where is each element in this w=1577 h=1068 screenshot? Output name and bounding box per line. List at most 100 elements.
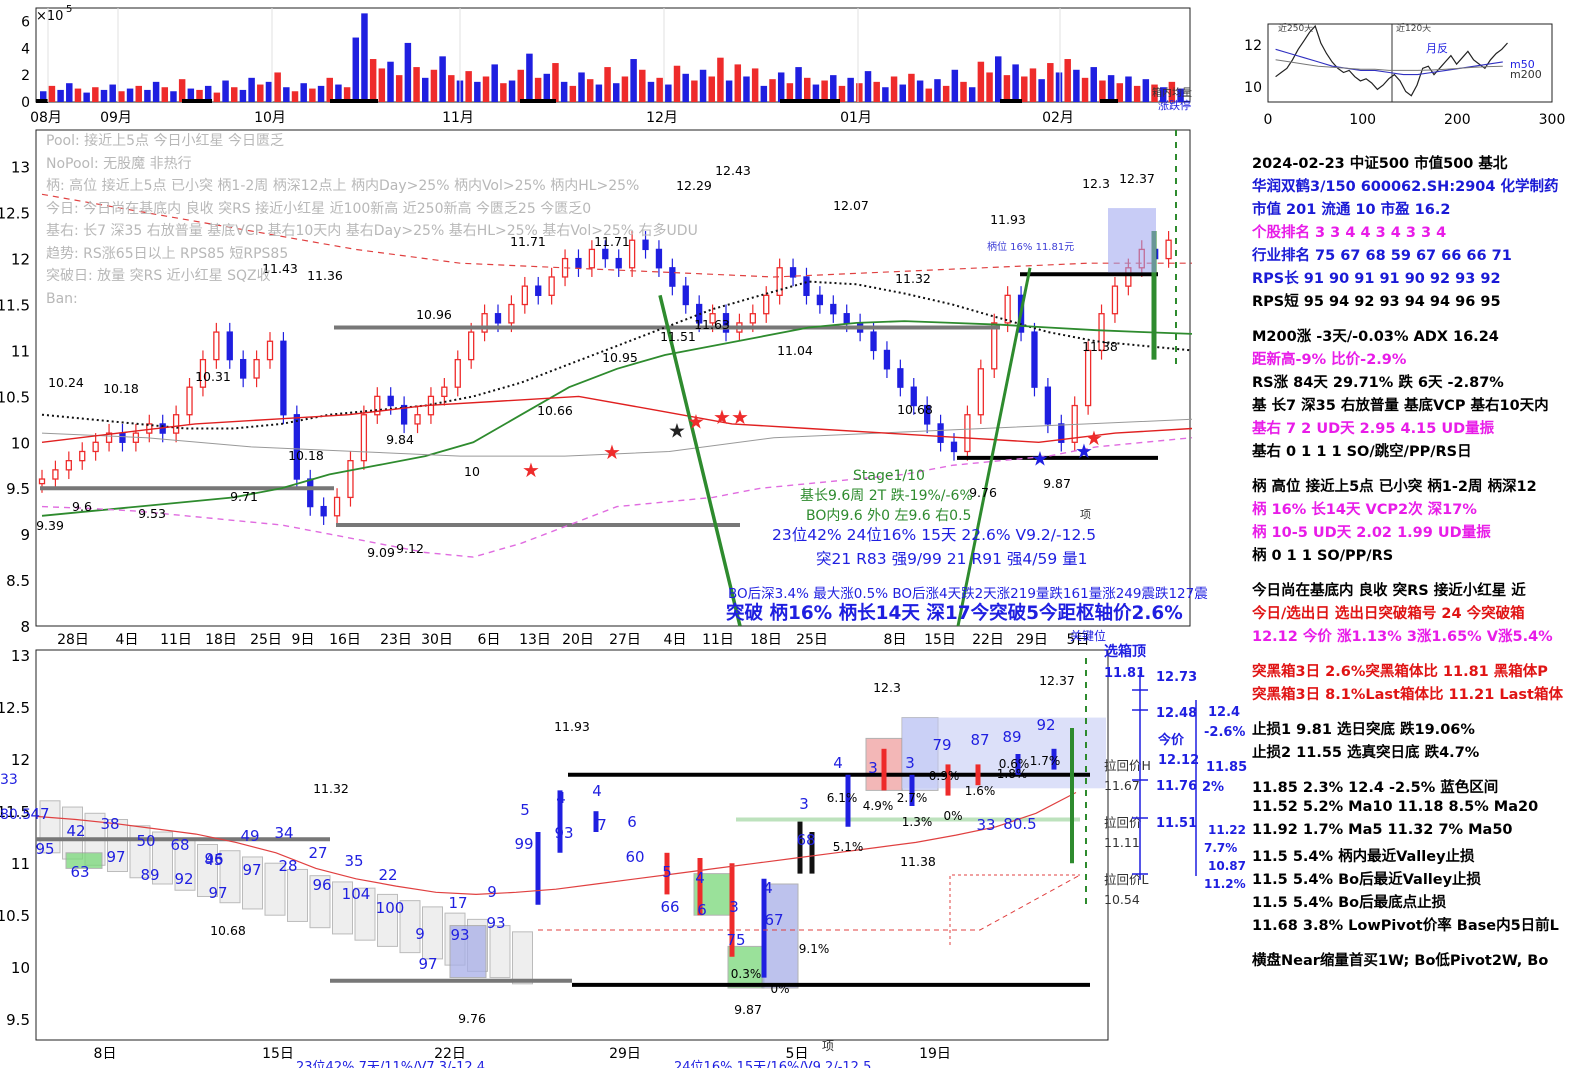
base-info-1: 基长9.6周 2T 跌-19%/-6% [800,487,973,504]
main-price-label: 12.29 [676,178,712,193]
inset-label-m50: m50 [1510,58,1535,71]
candle-body [937,423,944,443]
lower-rank-label: 4 [592,782,602,800]
info-line: 柄 0 1 1 SO/PP/RS [1252,548,1394,564]
lower-rank-label: 100 [376,899,405,917]
lower-rank-label: 7 [597,816,607,834]
main-y-tick: 11.5 [0,297,30,315]
info-line: 柄 10-5 UD天 2.02 1.99 UD量振 [1252,525,1491,541]
inset-x-tick: 300 [1539,112,1566,128]
volume-bar [1133,85,1141,102]
main-price-label: 9.87 [1043,476,1071,491]
lower-rank-label: 6 [697,901,707,919]
weekly-box [152,831,173,885]
main-y-tick: 8 [20,618,30,636]
volume-bar [57,89,64,102]
ma-black-dotted [41,280,1193,430]
candle-body [803,276,810,296]
candle-body [508,303,515,324]
lower-y-tick: 12 [11,751,30,769]
volume-y-tick: 6 [21,14,30,30]
lower-rank-label: 68 [170,836,189,854]
main-y-tick: 12.5 [0,205,30,223]
main-x-tick: 4日 [116,632,139,648]
inset-frame [1267,23,1553,103]
volume-bar [725,80,733,102]
lower-red-dashed [538,874,1081,931]
volume-bar [604,67,611,102]
lower-rank-label: 4 [556,789,566,807]
volume-bar [48,85,56,102]
volume-bar [864,71,872,102]
volume-bar [439,56,446,102]
candle-body [172,414,180,434]
today-price-label: 今价 [1157,732,1185,748]
main-x-tick: 27日 [609,632,641,648]
main-price-label: 11.71 [594,234,630,249]
info-line: 突黑箱3日 8.1%Last箱体比 11.21 Last箱体 [1252,687,1563,703]
lower-rank-label: 6.1% [827,791,858,805]
volume-bar [1177,88,1184,102]
candle-body [307,478,314,508]
main-x-tick: 11日 [160,632,192,648]
main-y-tick: 10.5 [0,388,30,406]
candle-body [213,331,220,361]
highlight-box [449,925,487,979]
lower-rank-label: 92 [1036,716,1055,734]
candle-body [615,257,622,269]
main-y-tick: 8.5 [6,572,30,590]
lower-rank-label: 68 [796,831,815,849]
lower-price-label: 10.68 [210,923,246,938]
lower-x-tick: 19日 [919,1046,951,1062]
lower-footer-2: 24位16% 15天/16%/V9.2/-12.5 [674,1060,871,1068]
volume-bar [804,77,811,102]
signal-star: ★ [1085,426,1103,450]
main-price-label: 9.09 [367,545,395,560]
volume-bar [899,84,906,102]
lower-rank-label: 0.3% [731,967,762,981]
volume-bar [291,91,299,102]
volume-bar [1047,63,1054,102]
volume-bar [74,88,82,102]
lower-rank-label: 89 [140,866,159,884]
weekly-box [219,850,241,904]
main-price-label: 10.18 [103,381,139,396]
info-line: 突黑箱3日 2.6%突黑箱体比 11.81 黑箱体P [1252,664,1548,680]
volume-bar [100,89,108,102]
limit-marker [182,99,212,103]
lower-rank-label: 92 [174,870,193,888]
candle-body [910,386,917,407]
info-line: 11.52 5.2% Ma10 11.18 8.5% Ma20 [1252,799,1539,815]
lower-rank-label: 34 [274,824,293,842]
lower-x-tick: 8日 [94,1046,117,1062]
volume-bar [830,75,837,102]
volume-bar [708,76,715,102]
volume-bar [777,72,785,102]
lower-price-label: 11.32 [313,781,349,796]
candle-body [360,414,368,462]
volume-bar [630,59,637,102]
volume-bar [534,77,542,102]
info-line: 基右 7 2 UD天 2.95 4.15 UD量振 [1252,421,1495,437]
info-line: 12.12 今价 涨1.13% 3涨1.65% V涨5.4% [1252,629,1553,645]
info-line: 个股排名 3 3 4 4 3 4 3 3 4 [1252,225,1447,241]
lower-rank-label: 1.7% [1030,754,1061,768]
volume-bar [682,73,689,102]
lower-rank-label: 3 [868,759,878,777]
info-line: 横盘Near缩量首买1W; Bo低Pivot2W, Bo [1252,953,1549,969]
lower-rank-label: 6 [627,813,637,831]
volume-bar [1081,77,1089,102]
lower-rank-label: 4 [695,869,705,887]
candle-body [253,358,260,379]
today-price: 12.12 [1158,753,1199,768]
candle-body [400,404,408,425]
candle-body [588,248,596,269]
lower-price-label: 12.37 [1039,673,1075,688]
volume-bar [1021,76,1028,102]
volume-bar [83,92,90,102]
info-line: 止损2 11.55 选真突日底 跌4.7% [1252,745,1480,761]
lower-rank-label: 1.8% [997,767,1028,781]
volume-bar [1064,59,1071,102]
volume-bar [161,87,169,102]
info-line: 柄 高位 接近上5点 已小突 柄1-2周 柄深12 [1252,479,1537,495]
